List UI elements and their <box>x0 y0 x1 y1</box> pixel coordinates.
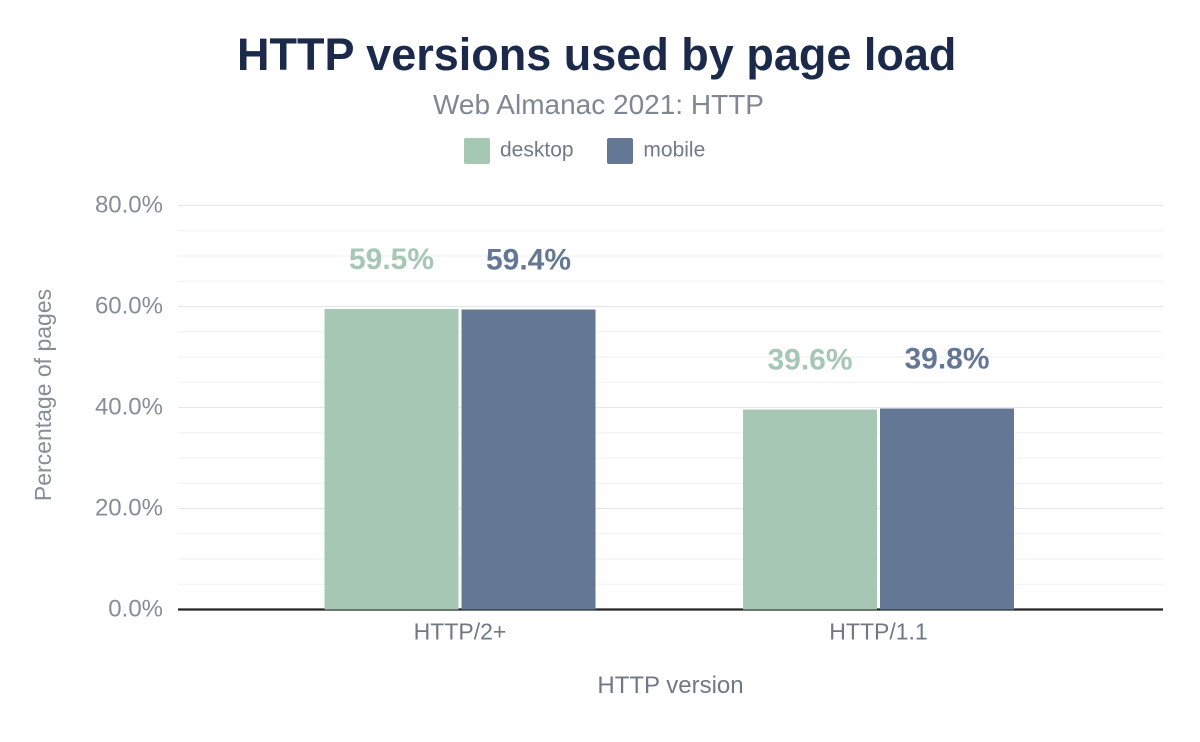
svg-text:59.5%: 59.5% <box>349 243 434 276</box>
svg-text:HTTP/2+: HTTP/2+ <box>414 619 507 645</box>
svg-text:59.4%: 59.4% <box>486 244 571 277</box>
svg-text:60.0%: 60.0% <box>95 293 163 320</box>
svg-text:HTTP/1.1: HTTP/1.1 <box>829 619 927 645</box>
svg-text:80.0%: 80.0% <box>95 195 163 219</box>
svg-text:HTTP version: HTTP version <box>597 672 743 699</box>
svg-text:20.0%: 20.0% <box>95 495 163 522</box>
svg-text:0.0%: 0.0% <box>108 596 163 623</box>
svg-text:39.8%: 39.8% <box>904 343 989 376</box>
svg-text:Percentage of pages: Percentage of pages <box>30 289 56 501</box>
svg-text:40.0%: 40.0% <box>95 394 163 421</box>
svg-text:39.6%: 39.6% <box>767 344 852 377</box>
